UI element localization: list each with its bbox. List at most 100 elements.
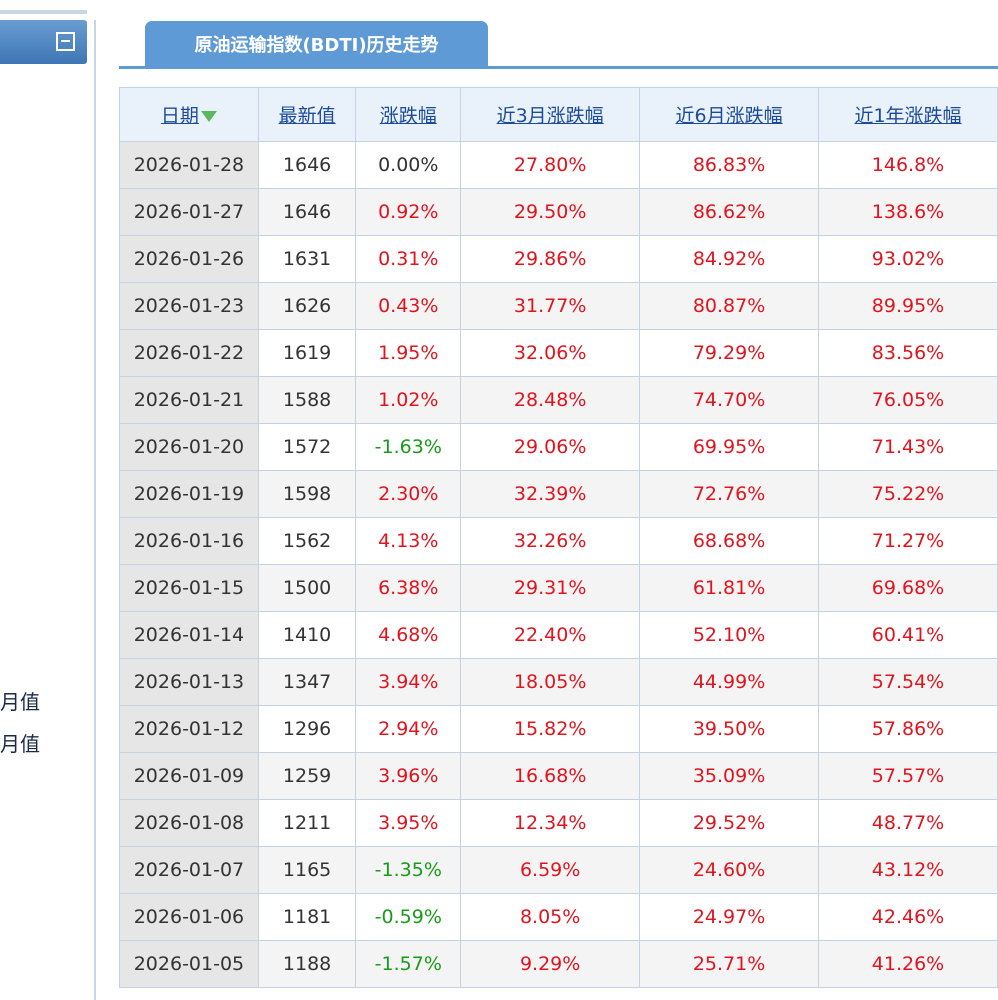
table-row: 2026-01-27 1646 0.92% 29.50% 86.62% 138.6% <box>119 188 998 236</box>
cell-change: 6.38% <box>355 564 462 612</box>
cell-3m-change: 9.29% <box>460 940 641 988</box>
cell-date: 2026-01-07 <box>119 846 259 894</box>
collapse-minus-icon[interactable] <box>56 32 75 51</box>
cell-3m-change: 29.06% <box>460 423 641 471</box>
cell-value: 1598 <box>257 470 357 518</box>
cell-value: 1181 <box>257 893 357 941</box>
cell-1y-change: 71.43% <box>818 423 998 471</box>
cell-value: 1588 <box>257 376 357 424</box>
cell-date: 2026-01-09 <box>119 752 259 800</box>
column-header-label: 近3月涨跌幅 <box>496 105 604 127</box>
column-header-change[interactable]: 涨跌幅 <box>355 87 462 142</box>
cell-6m-change: 29.52% <box>639 799 820 847</box>
table-row: 2026-01-21 1588 1.02% 28.48% 74.70% 76.05% <box>119 376 998 424</box>
cell-1y-change: 89.95% <box>818 282 998 330</box>
cell-date: 2026-01-26 <box>119 235 259 283</box>
cell-value: 1626 <box>257 282 357 330</box>
cell-change: 4.68% <box>355 611 462 659</box>
cell-date: 2026-01-05 <box>119 940 259 988</box>
cell-change: 0.43% <box>355 282 462 330</box>
cell-1y-change: 146.8% <box>818 141 998 189</box>
sidebar-item-monthly-2[interactable]: 月值 <box>0 732 40 756</box>
cell-6m-change: 69.95% <box>639 423 820 471</box>
table-row: 2026-01-06 1181 -0.59% 8.05% 24.97% 42.46% <box>119 893 998 941</box>
cell-change: 4.13% <box>355 517 462 565</box>
column-header-label: 最新值 <box>278 105 336 127</box>
cell-6m-change: 44.99% <box>639 658 820 706</box>
cell-value: 1619 <box>257 329 357 377</box>
column-header-label: 近6月涨跌幅 <box>675 105 783 127</box>
cell-1y-change: 57.57% <box>818 752 998 800</box>
cell-date: 2026-01-28 <box>119 141 259 189</box>
table-row: 2026-01-20 1572 -1.63% 29.06% 69.95% 71.43% <box>119 423 998 471</box>
cell-change: -0.59% <box>355 893 462 941</box>
cell-value: 1572 <box>257 423 357 471</box>
cell-3m-change: 28.48% <box>460 376 641 424</box>
cell-change: 1.02% <box>355 376 462 424</box>
column-header-label: 日期 <box>160 105 199 127</box>
cell-3m-change: 8.05% <box>460 893 641 941</box>
cell-1y-change: 93.02% <box>818 235 998 283</box>
column-header-6m-change[interactable]: 近6月涨跌幅 <box>639 87 820 142</box>
sort-desc-arrow-icon <box>200 111 217 122</box>
cell-6m-change: 84.92% <box>639 235 820 283</box>
tab-bdti-history[interactable]: 原油运输指数(BDTI)历史走势 <box>145 21 488 67</box>
cell-change: 0.31% <box>355 235 462 283</box>
table-row: 2026-01-22 1619 1.95% 32.06% 79.29% 83.56% <box>119 329 998 377</box>
cell-6m-change: 24.60% <box>639 846 820 894</box>
table-row: 2026-01-07 1165 -1.35% 6.59% 24.60% 43.12% <box>119 846 998 894</box>
column-header-1y-change[interactable]: 近1年涨跌幅 <box>818 87 998 142</box>
cell-1y-change: 83.56% <box>818 329 998 377</box>
table-row: 2026-01-23 1626 0.43% 31.77% 80.87% 89.95% <box>119 282 998 330</box>
sidebar-top-divider <box>0 10 87 14</box>
cell-date: 2026-01-12 <box>119 705 259 753</box>
cell-value: 1296 <box>257 705 357 753</box>
tab-label: 原油运输指数(BDTI)历史走势 <box>194 35 439 56</box>
cell-6m-change: 72.76% <box>639 470 820 518</box>
cell-value: 1410 <box>257 611 357 659</box>
cell-change: 2.94% <box>355 705 462 753</box>
history-table-container: 日期 最新值 涨跌幅 近3月涨跌幅 近6月涨跌幅 近1年涨跌幅 2026-01-… <box>119 87 998 1000</box>
cell-3m-change: 18.05% <box>460 658 641 706</box>
cell-3m-change: 15.82% <box>460 705 641 753</box>
column-header-3m-change[interactable]: 近3月涨跌幅 <box>460 87 641 142</box>
cell-date: 2026-01-16 <box>119 517 259 565</box>
table-row: 2026-01-05 1188 -1.57% 9.29% 25.71% 41.26% <box>119 940 998 988</box>
cell-6m-change: 24.97% <box>639 893 820 941</box>
table-row: 2026-01-13 1347 3.94% 18.05% 44.99% 57.54% <box>119 658 998 706</box>
cell-change: 3.95% <box>355 799 462 847</box>
cell-value: 1188 <box>257 940 357 988</box>
cell-date: 2026-01-27 <box>119 188 259 236</box>
cell-change: -1.57% <box>355 940 462 988</box>
column-header-value[interactable]: 最新值 <box>257 87 357 142</box>
cell-6m-change: 25.71% <box>639 940 820 988</box>
cell-1y-change: 57.86% <box>818 705 998 753</box>
cell-1y-change: 76.05% <box>818 376 998 424</box>
cell-6m-change: 86.62% <box>639 188 820 236</box>
table-row: 2026-01-12 1296 2.94% 15.82% 39.50% 57.86% <box>119 705 998 753</box>
cell-value: 1631 <box>257 235 357 283</box>
cell-1y-change: 71.27% <box>818 517 998 565</box>
cell-1y-change: 42.46% <box>818 893 998 941</box>
cell-date: 2026-01-14 <box>119 611 259 659</box>
cell-change: 3.94% <box>355 658 462 706</box>
cell-3m-change: 12.34% <box>460 799 641 847</box>
column-header-date[interactable]: 日期 <box>119 87 259 142</box>
cell-value: 1562 <box>257 517 357 565</box>
table-row: 2026-01-19 1598 2.30% 32.39% 72.76% 75.22% <box>119 470 998 518</box>
cell-change: -1.63% <box>355 423 462 471</box>
cell-6m-change: 35.09% <box>639 752 820 800</box>
cell-date: 2026-01-15 <box>119 564 259 612</box>
column-header-label: 近1年涨跌幅 <box>854 105 962 127</box>
sidebar-item-monthly-1[interactable]: 月值 <box>0 690 40 714</box>
cell-change: 2.30% <box>355 470 462 518</box>
cell-6m-change: 52.10% <box>639 611 820 659</box>
column-header-label: 涨跌幅 <box>379 105 437 127</box>
cell-1y-change: 48.77% <box>818 799 998 847</box>
cell-6m-change: 80.87% <box>639 282 820 330</box>
table-row: 2026-01-14 1410 4.68% 22.40% 52.10% 60.41% <box>119 611 998 659</box>
cell-date: 2026-01-13 <box>119 658 259 706</box>
tab-underline <box>119 66 998 69</box>
cell-date: 2026-01-20 <box>119 423 259 471</box>
table-row: 2026-01-26 1631 0.31% 29.86% 84.92% 93.02% <box>119 235 998 283</box>
